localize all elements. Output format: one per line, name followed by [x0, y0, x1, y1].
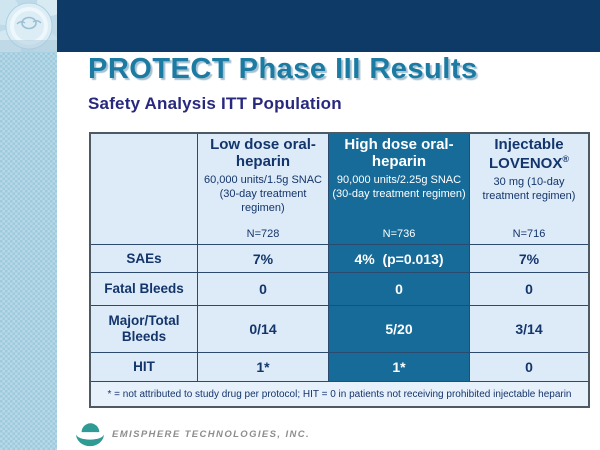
- page-title: PROTECT Phase III Results: [88, 53, 478, 85]
- row-label-hit: HIT: [91, 353, 197, 381]
- col-title: Injectable LOVENOX®: [489, 136, 569, 172]
- value-cell: 0: [470, 353, 588, 381]
- registered-mark: ®: [562, 153, 569, 164]
- page-subtitle: Safety Analysis ITT Population: [88, 94, 342, 114]
- col-n-count: N=716: [512, 228, 546, 240]
- col-subtitle: 90,000 units/2.25g SNAC (30-day treatmen…: [332, 173, 466, 200]
- pills-photo: [0, 0, 63, 61]
- col-n-count: N=736: [382, 228, 416, 240]
- pills-image: [0, 0, 63, 61]
- row-label-saes: SAEs: [91, 245, 197, 272]
- value-cell: 0/14: [198, 306, 328, 352]
- value-cell: 7%: [470, 245, 588, 272]
- slide-content: PROTECT Phase III Results Safety Analysi…: [88, 53, 593, 114]
- col-header-high-dose: High dose oral-heparin 90,000 units/2.25…: [329, 134, 469, 244]
- table-footnote: * = not attributed to study drug per pro…: [91, 382, 588, 406]
- value-cell: 3/14: [470, 306, 588, 352]
- value-cell: 4% (p=0.013): [329, 245, 469, 272]
- row-label-major-total-bleeds: Major/Total Bleeds: [91, 306, 197, 352]
- col-title: High dose oral-heparin: [344, 136, 454, 170]
- value-cell: 1*: [198, 353, 328, 381]
- value-cell: 7%: [198, 245, 328, 272]
- col-n-count: N=728: [246, 228, 280, 240]
- value-cell: 1*: [329, 353, 469, 381]
- value-cell: 0: [329, 273, 469, 305]
- value-cell: 0: [470, 273, 588, 305]
- value-cell: 0: [198, 273, 328, 305]
- results-table: Low dose oral-heparin 60,000 units/1.5g …: [89, 132, 590, 408]
- col-subtitle: 60,000 units/1.5g SNAC (30-day treatment…: [203, 173, 323, 215]
- value-cell: 5/20: [329, 306, 469, 352]
- col-header-lovenox: Injectable LOVENOX® 30 mg (10-day treatm…: [470, 134, 588, 244]
- col-subtitle: 30 mg (10-day treatment regimen): [482, 175, 576, 202]
- row-label-fatal-bleeds: Fatal Bleeds: [91, 273, 197, 305]
- corner-cell: [91, 134, 197, 244]
- left-decoration-strip: [0, 0, 57, 450]
- company-name: EMISPHERE TECHNOLOGIES, INC.: [112, 428, 311, 440]
- col-title: Low dose oral-heparin: [210, 136, 316, 170]
- emisphere-logo-icon: [76, 423, 104, 447]
- col-header-low-dose: Low dose oral-heparin 60,000 units/1.5g …: [198, 134, 328, 244]
- top-banner: [57, 0, 600, 52]
- footer-logo: EMISPHERE TECHNOLOGIES, INC.: [74, 420, 310, 448]
